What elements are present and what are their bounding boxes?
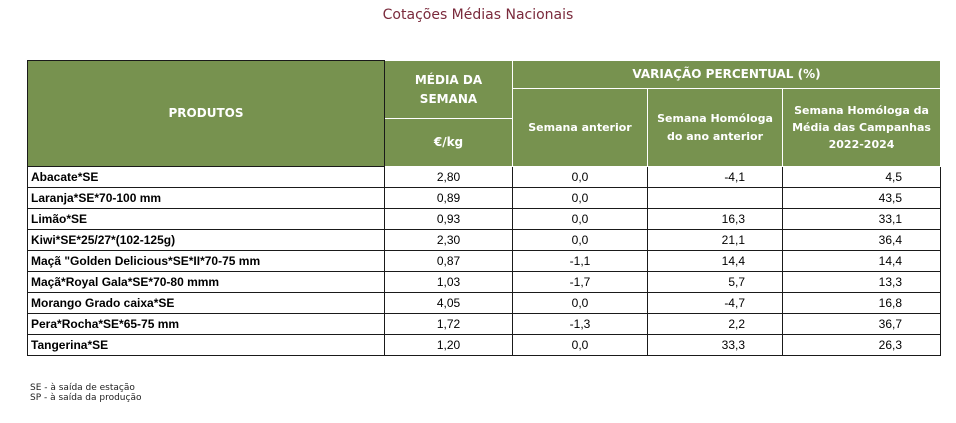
table-row: Limão*SE 0,93 0,0 16,3 33,1 bbox=[27, 208, 942, 230]
cell-media: 0,93 bbox=[384, 208, 513, 230]
cell-semana-anterior: 0,0 bbox=[512, 292, 648, 314]
cell-homologa: 2,2 bbox=[647, 313, 783, 335]
cell-homologa-media: 13,3 bbox=[781, 271, 942, 293]
cell-homologa-media: 14,4 bbox=[781, 250, 942, 272]
table-row: Pera*Rocha*SE*65-75 mm 1,72 -1,3 2,2 36,… bbox=[27, 313, 942, 335]
table-row: Morango Grado caixa*SE 4,05 0,0 -4,7 16,… bbox=[27, 292, 942, 314]
cell-media: 0,89 bbox=[384, 187, 513, 209]
cell-homologa bbox=[647, 187, 783, 209]
table-row: Tangerina*SE 1,20 0,0 33,3 26,3 bbox=[27, 334, 942, 356]
cell-semana-anterior: 0,0 bbox=[512, 166, 648, 188]
cell-homologa-media: 4,5 bbox=[781, 166, 942, 188]
cell-homologa: 33,3 bbox=[647, 334, 783, 356]
cell-semana-anterior: 0,0 bbox=[512, 334, 648, 356]
cell-homologa-media: 16,8 bbox=[781, 292, 942, 314]
header-produtos: PRODUTOS bbox=[27, 60, 385, 167]
cell-produto: Maçã "Golden Delicious*SE*II*70-75 mm bbox=[27, 250, 385, 272]
cell-homologa: 16,3 bbox=[647, 208, 783, 230]
cell-produto: Limão*SE bbox=[27, 208, 385, 230]
cell-homologa-media: 26,3 bbox=[781, 334, 942, 356]
cell-semana-anterior: 0,0 bbox=[512, 208, 648, 230]
cell-semana-anterior: -1,1 bbox=[512, 250, 648, 272]
cell-media: 2,30 bbox=[384, 229, 513, 251]
cell-semana-anterior: -1,7 bbox=[512, 271, 648, 293]
cell-media: 1,20 bbox=[384, 334, 513, 356]
table-header: PRODUTOS MÉDIA DA SEMANA VARIAÇÃO PERCEN… bbox=[27, 60, 942, 167]
cell-produto: Kiwi*SE*25/27*(102-125g) bbox=[27, 229, 385, 251]
cell-media: 1,03 bbox=[384, 271, 513, 293]
cell-homologa-media: 36,7 bbox=[781, 313, 942, 335]
cell-homologa-media: 36,4 bbox=[781, 229, 942, 251]
cell-media: 2,80 bbox=[384, 166, 513, 188]
cell-produto: Tangerina*SE bbox=[27, 334, 385, 356]
cell-homologa-media: 43,5 bbox=[781, 187, 942, 209]
header-variacao-percentual: VARIAÇÃO PERCENTUAL (%) bbox=[511, 60, 942, 89]
footnote-sp: SP - à saída da produção bbox=[30, 393, 142, 403]
table-row: Kiwi*SE*25/27*(102-125g) 2,30 0,0 21,1 3… bbox=[27, 229, 942, 251]
cell-homologa: -4,1 bbox=[647, 166, 783, 188]
table-row: Maçã "Golden Delicious*SE*II*70-75 mm 0,… bbox=[27, 250, 942, 272]
cell-semana-anterior: 0,0 bbox=[512, 229, 648, 251]
cell-media: 0,87 bbox=[384, 250, 513, 272]
cell-produto: Pera*Rocha*SE*65-75 mm bbox=[27, 313, 385, 335]
table-body: Abacate*SE 2,80 0,0 -4,1 4,5 Laranja*SE*… bbox=[27, 166, 942, 356]
header-unit: €/kg bbox=[384, 118, 513, 167]
page-title: Cotações Médias Nacionais bbox=[382, 7, 574, 23]
header-semana-anterior: Semana anterior bbox=[512, 88, 648, 167]
table-row: Abacate*SE 2,80 0,0 -4,1 4,5 bbox=[27, 166, 942, 188]
prices-table: PRODUTOS MÉDIA DA SEMANA VARIAÇÃO PERCEN… bbox=[27, 60, 942, 356]
cell-produto: Maçã*Royal Gala*SE*70-80 mmm bbox=[27, 271, 385, 293]
cell-media: 1,72 bbox=[384, 313, 513, 335]
header-semana-homologa: Semana Homóloga do ano anterior bbox=[647, 88, 783, 167]
cell-produto: Morango Grado caixa*SE bbox=[27, 292, 385, 314]
header-media-semana: MÉDIA DA SEMANA bbox=[384, 60, 513, 119]
cell-semana-anterior: 0,0 bbox=[512, 187, 648, 209]
cell-media: 4,05 bbox=[384, 292, 513, 314]
header-semana-homologa-media: Semana Homóloga da Média das Campanhas 2… bbox=[781, 88, 942, 167]
table-row: Maçã*Royal Gala*SE*70-80 mmm 1,03 -1,7 5… bbox=[27, 271, 942, 293]
footnote-se: SE - à saída de estação bbox=[30, 383, 135, 393]
cell-semana-anterior: -1,3 bbox=[512, 313, 648, 335]
cell-homologa: 21,1 bbox=[647, 229, 783, 251]
table-row: Laranja*SE*70-100 mm 0,89 0,0 43,5 bbox=[27, 187, 942, 209]
cell-homologa: -4,7 bbox=[647, 292, 783, 314]
cell-homologa: 5,7 bbox=[647, 271, 783, 293]
cell-produto: Laranja*SE*70-100 mm bbox=[27, 187, 385, 209]
cell-homologa-media: 33,1 bbox=[781, 208, 942, 230]
cell-produto: Abacate*SE bbox=[27, 166, 385, 188]
cell-homologa: 14,4 bbox=[647, 250, 783, 272]
